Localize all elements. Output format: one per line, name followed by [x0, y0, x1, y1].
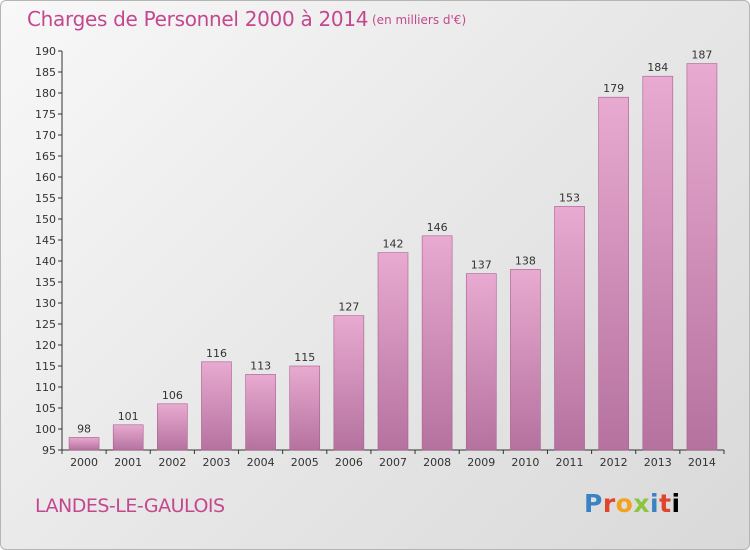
bar	[157, 403, 188, 451]
bar-value-label: 116	[206, 347, 227, 360]
y-tick-label: 180	[35, 87, 56, 100]
commune-name: LANDES-LE-GAULOIS	[35, 495, 225, 517]
x-tick-label: 2000	[70, 456, 98, 469]
bar-value-label: 127	[338, 301, 359, 314]
x-tick-label: 2012	[600, 456, 628, 469]
y-tick-label: 115	[35, 360, 56, 373]
y-tick-label: 100	[35, 423, 56, 436]
y-tick-label: 110	[35, 381, 56, 394]
x-tick-label: 2013	[644, 456, 672, 469]
logo-letter: P	[584, 489, 603, 518]
bar-value-label: 137	[471, 259, 492, 272]
bar-value-label: 179	[603, 82, 624, 95]
bar	[245, 374, 276, 451]
x-tick-label: 2008	[423, 456, 451, 469]
bar	[598, 96, 629, 451]
y-tick-label: 190	[35, 45, 56, 58]
bar	[112, 424, 144, 451]
chart-subtitle: (en milliers d'€)	[372, 13, 467, 27]
y-tick-label: 135	[35, 276, 56, 289]
bar-value-label: 146	[427, 221, 448, 234]
chart-axes: 95 100 105 110 115 120 125 130 135 140 145 150 155 16…	[35, 45, 725, 457]
y-tick-label: 150	[35, 213, 56, 226]
y-tick-label: 125	[35, 318, 56, 331]
logo-letter: x	[633, 489, 650, 518]
chart-labels: 2000 98 2001 101 2002 106 2003 116 2004 113 2005 11…	[70, 49, 716, 469]
bar-value-label: 115	[294, 351, 315, 364]
x-tick-label: 2014	[688, 456, 716, 469]
bar-value-label: 187	[691, 49, 712, 62]
bar-value-label: 142	[383, 238, 404, 251]
logo-letter: r	[602, 489, 616, 518]
bar-value-label: 138	[515, 254, 536, 267]
proxiti-logo: Proxiti	[584, 489, 681, 518]
y-tick-label: 185	[35, 66, 56, 79]
bar	[289, 365, 321, 451]
bar-value-label: 106	[162, 389, 183, 402]
y-tick-label: 160	[35, 171, 56, 184]
x-tick-label: 2001	[114, 456, 142, 469]
x-tick-label: 2006	[335, 456, 363, 469]
x-tick-label: 2003	[202, 456, 230, 469]
bar	[68, 437, 100, 451]
y-tick-label: 120	[35, 339, 56, 352]
bar	[377, 252, 409, 451]
bar	[554, 206, 585, 451]
y-tick-label: 170	[35, 129, 56, 142]
bar	[686, 63, 718, 451]
bar	[510, 269, 541, 451]
x-tick-label: 2004	[247, 456, 275, 469]
logo-letter: t	[659, 489, 672, 518]
bar	[333, 315, 365, 451]
chart-title: Charges de Personnel 2000 à 2014	[27, 7, 369, 31]
bar	[642, 75, 674, 451]
x-tick-label: 2002	[158, 456, 186, 469]
logo-letter: i	[671, 489, 681, 518]
y-tick-label: 105	[35, 402, 56, 415]
x-tick-label: 2009	[467, 456, 495, 469]
bar-value-label: 153	[559, 191, 580, 204]
bar	[465, 273, 497, 451]
bar-value-label: 101	[118, 410, 139, 423]
x-tick-label: 2011	[556, 456, 584, 469]
y-tick-label: 165	[35, 150, 56, 163]
y-tick-label: 175	[35, 108, 56, 121]
x-tick-label: 2007	[379, 456, 407, 469]
logo-letter: o	[615, 489, 634, 518]
x-tick-label: 2005	[291, 456, 319, 469]
y-tick-label: 145	[35, 234, 56, 247]
bar-value-label: 98	[77, 422, 91, 435]
y-tick-label: 130	[35, 297, 56, 310]
bar	[421, 235, 453, 451]
x-tick-label: 2010	[511, 456, 539, 469]
bar	[201, 361, 232, 451]
y-tick-label: 140	[35, 255, 56, 268]
chart-bars	[68, 63, 718, 451]
logo-letter: i	[650, 489, 660, 518]
bar-value-label: 184	[647, 61, 668, 74]
y-tick-label: 155	[35, 192, 56, 205]
bar-value-label: 113	[250, 359, 271, 372]
y-tick-label: 95	[42, 444, 56, 457]
